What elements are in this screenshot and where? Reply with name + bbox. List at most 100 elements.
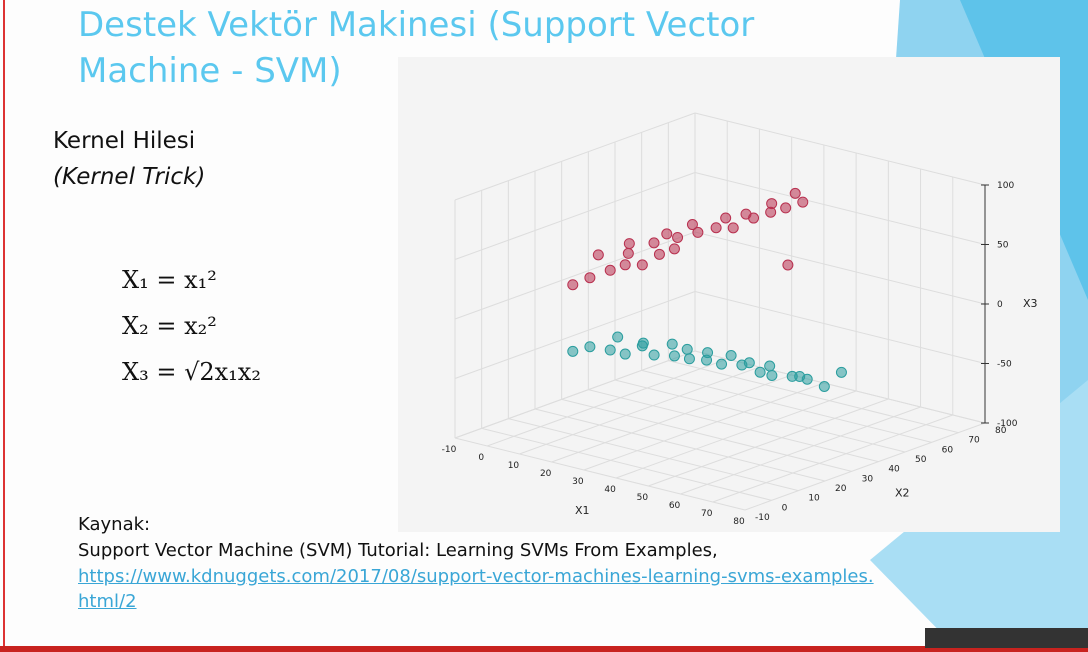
data-point — [764, 360, 776, 372]
data-point — [619, 259, 631, 271]
x3-tick-label: 50 — [997, 241, 1009, 251]
grid-line — [641, 369, 932, 443]
grid-line — [615, 390, 857, 479]
grid-line — [694, 231, 986, 305]
x1-tick-label: 60 — [669, 501, 681, 511]
grid-line — [454, 112, 696, 201]
x2-tick-label: 30 — [862, 474, 874, 484]
data-point — [766, 198, 778, 210]
grid-line — [694, 112, 986, 186]
x2-tick-label: 70 — [968, 436, 980, 446]
grid-line — [583, 382, 825, 471]
x1-tick-label: 0 — [478, 453, 484, 463]
data-point — [794, 370, 806, 382]
x2-tick-label: 80 — [995, 426, 1007, 436]
data-point — [653, 248, 665, 260]
data-point — [668, 243, 680, 255]
x3-tick-label: 0 — [997, 300, 1003, 310]
data-point — [623, 238, 635, 250]
x1-tick-label: 10 — [508, 461, 520, 471]
source-link[interactable]: https://www.kdnuggets.com/2017/08/suppor… — [78, 566, 874, 612]
x3-tick-label: 100 — [997, 181, 1014, 191]
data-point — [584, 341, 596, 353]
data-point — [683, 353, 695, 365]
subtitle-en: (Kernel Trick) — [53, 164, 206, 190]
x2-tick-label: 0 — [782, 503, 788, 513]
grid-line — [519, 366, 760, 455]
grid-line — [680, 406, 921, 495]
grid-line — [712, 414, 953, 503]
x1-tick-label: 40 — [604, 485, 616, 495]
data-point — [672, 231, 684, 243]
data-point — [725, 350, 737, 362]
data-point — [782, 259, 794, 271]
x2-tick-label: 40 — [888, 465, 900, 475]
x2-tick-label: 60 — [942, 445, 954, 455]
grid-line — [648, 398, 889, 487]
data-point — [702, 347, 714, 359]
grid-line — [487, 358, 728, 447]
data-point — [720, 212, 732, 224]
grid-line — [551, 374, 792, 463]
x1-tick-label: 80 — [733, 517, 745, 527]
grid-line — [534, 408, 826, 482]
data-point — [668, 350, 680, 362]
formula: X₃ = √2x₁x₂ — [122, 358, 261, 386]
x3-tick-label: -50 — [997, 360, 1012, 370]
data-point — [740, 208, 752, 220]
data-point — [743, 357, 755, 369]
grid-line — [454, 291, 696, 379]
x1-tick-label: 50 — [637, 493, 649, 503]
grid-line — [694, 291, 986, 364]
data-point — [710, 222, 722, 234]
x2-tick-label: 10 — [808, 494, 820, 504]
x1-tick-label: 20 — [540, 469, 552, 479]
data-point — [780, 202, 792, 214]
data-point — [567, 279, 579, 291]
data-point — [681, 343, 693, 355]
data-point — [648, 237, 660, 249]
data-point — [789, 187, 801, 199]
data-point — [835, 366, 847, 378]
x2-label: X2 — [895, 487, 910, 500]
x1-tick-label: 30 — [572, 477, 584, 487]
data-point — [797, 196, 809, 208]
x2-tick-label: -10 — [755, 513, 770, 523]
x3-tick-label: -100 — [997, 419, 1018, 429]
data-point — [686, 219, 698, 231]
data-point — [818, 381, 830, 392]
data-point — [637, 337, 649, 349]
data-point — [636, 259, 648, 271]
x1-tick-label: 70 — [701, 509, 713, 519]
grid-line — [668, 360, 959, 434]
data-point — [619, 348, 631, 360]
data-point — [666, 338, 678, 350]
formula: X₂ = x₂² — [122, 312, 217, 340]
data-point — [604, 264, 616, 276]
dark-bar — [925, 628, 1088, 648]
data-point — [567, 345, 579, 357]
source-label: Kaynak: — [78, 514, 151, 535]
data-point — [584, 272, 596, 284]
subtitle: Kernel Hilesi — [53, 128, 196, 154]
data-point — [692, 226, 704, 238]
grid-line — [561, 398, 852, 472]
grid-line — [481, 427, 772, 501]
data-point — [592, 249, 604, 261]
data-point — [648, 349, 660, 361]
x3-label: X3 — [1023, 297, 1038, 310]
grid-line — [454, 437, 746, 511]
data-point — [766, 369, 778, 381]
data-point — [622, 247, 634, 259]
x1-label: X1 — [575, 504, 590, 517]
data-point — [716, 358, 728, 370]
grid-line — [694, 172, 986, 245]
grid-line — [588, 389, 879, 463]
title: Destek Vektör Makinesi (Support Vector M… — [78, 5, 755, 91]
x2-tick-label: 50 — [915, 455, 927, 465]
data-point — [612, 331, 624, 343]
grid-line — [744, 422, 986, 511]
grid-line — [454, 172, 696, 260]
